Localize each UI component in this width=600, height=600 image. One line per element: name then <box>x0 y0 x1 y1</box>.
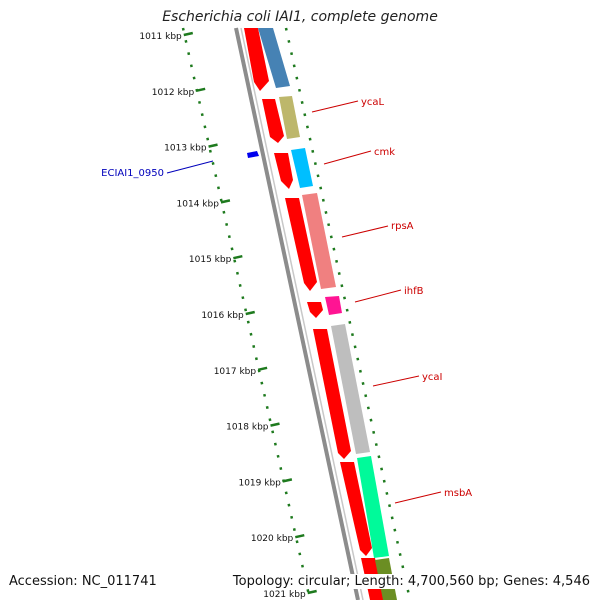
ihfB-leader-line <box>354 289 402 303</box>
ruler-tick-label: 1014 kbp <box>177 199 220 209</box>
ruler-tick <box>220 199 231 204</box>
gene-label-ycaI: ycaI <box>422 372 443 383</box>
ycaI-leader-line <box>372 375 420 387</box>
ruler-tick <box>307 589 317 595</box>
ruler-tick <box>195 87 206 93</box>
ruler-tick <box>282 478 293 483</box>
ruler-tick-label: 1021 kbp <box>263 590 306 600</box>
ECIAI1_0950-leader-line <box>166 160 214 174</box>
ruler-tick-label: 1019 kbp <box>238 478 281 488</box>
msbA-leader-line <box>394 491 442 504</box>
ruler-tick-label: 1018 kbp <box>226 423 269 433</box>
ruler-tick <box>233 254 243 260</box>
gene-label-cmk: cmk <box>374 147 395 158</box>
gene-cog-block-ycaL <box>279 96 300 139</box>
ruler-tick-label: 1016 kbp <box>201 311 244 321</box>
gene-ECIAI1_0950-feature <box>247 151 259 158</box>
ycaL-leader-line <box>311 100 359 113</box>
ruler-tick <box>270 422 280 427</box>
gene-cog-block-ihfB <box>325 296 342 315</box>
accession-text: Accession: NC_011741 <box>9 574 157 589</box>
gene-cog-block-cmk <box>291 148 313 188</box>
gene-cog-block-rpsA <box>302 193 336 289</box>
gene-arrow <box>274 153 293 189</box>
backbone-line <box>234 27 360 600</box>
backbone-highlight <box>240 27 364 600</box>
gene-arrow <box>313 329 351 459</box>
cmk-leader-line <box>323 150 372 165</box>
genome-summary-text: Topology: circular; Length: 4,700,560 bp… <box>230 574 590 589</box>
ruler-inner-dotted-line <box>181 27 312 600</box>
gene-cog-block <box>258 28 290 88</box>
gene-label-rpsA: rpsA <box>391 221 414 232</box>
ruler-tick <box>257 366 268 372</box>
gene-arrow <box>307 302 323 318</box>
gene-arrow <box>262 99 284 143</box>
gene-label-ycaL: ycaL <box>361 97 385 108</box>
ruler-tick <box>295 533 305 539</box>
map-title: Escherichia coli IAI1, complete genome <box>162 9 438 25</box>
ruler-tick-label: 1013 kbp <box>164 144 207 154</box>
ruler-tick <box>208 143 218 148</box>
gene-cog-block-msbA <box>357 456 389 558</box>
ruler-tick <box>183 31 194 37</box>
gene-label-ihfB: ihfB <box>404 286 424 297</box>
rpsA-leader-line <box>341 225 389 238</box>
gene-cog-block-ycaI <box>331 324 370 454</box>
ruler-tick-label: 1020 kbp <box>251 534 294 544</box>
gene-arrow <box>340 462 372 556</box>
ruler-ticks: 1011 kbp 1012 kbp 1013 kbp 1014 kbp 1015 kbp… <box>139 31 317 600</box>
gene-arrow <box>244 28 269 91</box>
gene-label-msbA: msbA <box>444 488 472 499</box>
ruler-outer-dotted-line <box>284 27 412 600</box>
gene-arrow <box>285 198 317 291</box>
ruler-tick-label: 1017 kbp <box>214 367 257 377</box>
ruler-tick-label: 1012 kbp <box>152 88 195 98</box>
ruler-tick-label: 1011 kbp <box>139 32 182 42</box>
ruler-tick <box>245 310 255 316</box>
gene-label-ECIAI1_0950: ECIAI1_0950 <box>101 168 164 179</box>
ruler-tick-label: 1015 kbp <box>189 255 232 265</box>
